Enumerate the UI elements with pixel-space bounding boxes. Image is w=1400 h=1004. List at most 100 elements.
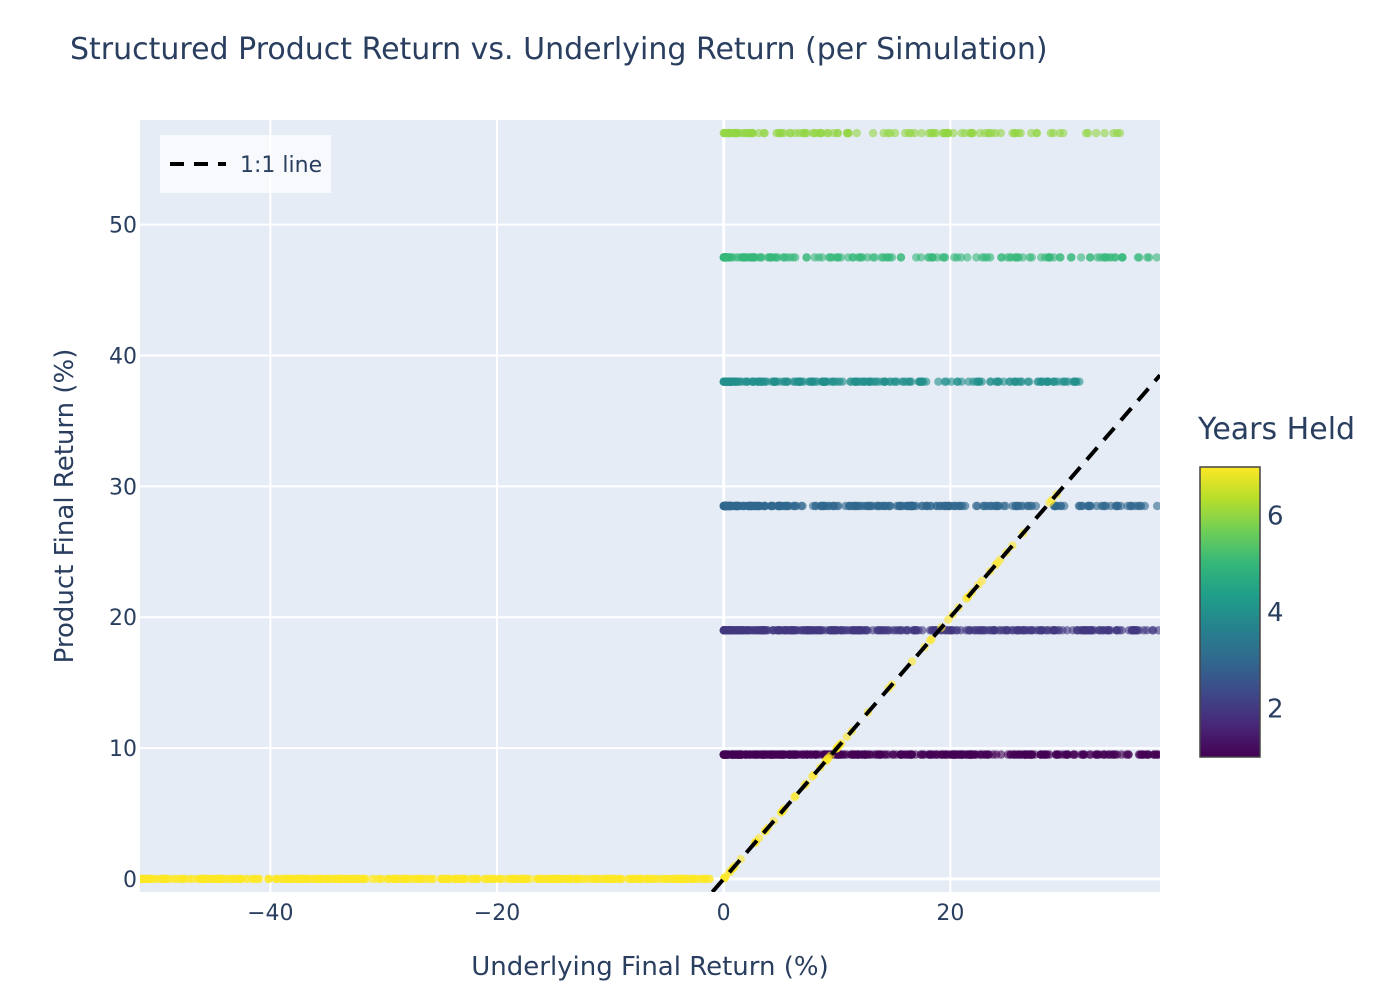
scatter-point (943, 626, 953, 635)
scatter-point (236, 874, 245, 884)
scatter-point (635, 874, 644, 884)
scatter-point (1050, 377, 1059, 386)
scatter-point (965, 128, 975, 138)
scatter-point (847, 750, 856, 759)
scatter-point (1022, 626, 1031, 635)
scatter-point (427, 874, 436, 884)
scatter-point (790, 626, 799, 635)
scatter-point (944, 615, 953, 624)
scatter-point (511, 874, 520, 884)
scatter-point (824, 128, 833, 138)
scatter-point (775, 626, 784, 635)
scatter-point (868, 377, 877, 386)
scatter-point (1045, 750, 1054, 759)
y-axis-ticks: 0 10 20 30 40 50 (109, 214, 137, 893)
scatter-point (170, 874, 180, 884)
scatter-point (264, 874, 273, 884)
scatter-point (874, 501, 884, 511)
y-tick-label: 10 (109, 737, 137, 762)
scatter-point (917, 128, 926, 138)
scatter-point (928, 253, 937, 262)
scatter-point (999, 377, 1008, 386)
scatter-point (767, 501, 776, 511)
scatter-point (673, 874, 682, 884)
legend-entry-label: 1:1 line (240, 153, 322, 178)
scatter-point (977, 576, 986, 586)
scatter-point (982, 626, 992, 635)
scatter-point (1083, 501, 1093, 511)
legend[interactable]: 1:1 line (160, 135, 331, 193)
scatter-point (1092, 501, 1102, 511)
scatter-point (954, 750, 963, 759)
scatter-point (823, 754, 833, 763)
scatter-point (1117, 626, 1126, 635)
scatter-point (439, 874, 448, 884)
scatter-point (719, 750, 729, 759)
scatter-point (993, 558, 1002, 568)
x-tick-label: −40 (247, 901, 293, 926)
scatter-point (896, 750, 905, 759)
scatter-point (1010, 750, 1020, 759)
x-axis-ticks: −40 −20 0 20 (247, 901, 964, 926)
scatter-point (876, 750, 886, 759)
scatter-point (782, 253, 791, 262)
scatter-point (748, 128, 758, 138)
scatter-point (868, 253, 878, 262)
scatter-point (810, 253, 819, 262)
scatter-point (739, 501, 748, 511)
chart-title: Structured Product Return vs. Underlying… (70, 32, 1048, 67)
scatter-point (888, 750, 897, 759)
scatter-point (496, 874, 506, 884)
scatter-point (1007, 626, 1017, 635)
scatter-point (791, 128, 800, 138)
scatter-point (721, 501, 730, 511)
scatter-point (1098, 750, 1108, 759)
scatter-point (1063, 377, 1073, 386)
scatter-point (720, 377, 729, 386)
scatter-point (856, 750, 865, 759)
scatter-point (790, 377, 800, 386)
scatter-point (292, 874, 301, 884)
scatter-point (951, 501, 960, 511)
colorbar-ticks: 2 4 6 (1267, 501, 1284, 724)
scatter-point (1124, 626, 1134, 635)
scatter-point (1126, 501, 1135, 511)
scatter-point (1031, 501, 1041, 511)
scatter-point (1081, 128, 1091, 138)
scatter-point (403, 874, 413, 884)
scatter-point (881, 501, 890, 511)
scatter-point (732, 501, 741, 511)
y-tick-label: 0 (123, 868, 137, 893)
scatter-point (1056, 253, 1065, 262)
scatter-point (972, 501, 981, 511)
scatter-point (964, 377, 973, 386)
scatter-point (944, 501, 953, 511)
scatter-point (979, 501, 989, 511)
scatter-point (972, 253, 981, 262)
scatter-point (686, 874, 695, 884)
scatter-point (1092, 128, 1101, 138)
scatter-point (555, 874, 565, 884)
x-axis-label: Underlying Final Return (%) (471, 952, 829, 982)
scatter-point (991, 377, 1001, 386)
scatter-point (934, 377, 943, 386)
scatter-point (1086, 253, 1095, 262)
scatter-point (735, 128, 744, 138)
scatter-point (164, 874, 174, 884)
y-tick-label: 20 (109, 606, 137, 631)
scatter-point (810, 128, 819, 138)
scatter-point (1016, 377, 1025, 386)
colorbar-gradient (1199, 466, 1261, 758)
scatter-point (783, 501, 792, 511)
scatter-point (645, 874, 654, 884)
scatter-point (1025, 253, 1034, 262)
scatter-point (760, 377, 770, 386)
scatter-point (658, 874, 668, 884)
scatter-point (1018, 253, 1027, 262)
scatter-point (1144, 253, 1154, 262)
scatter-point (992, 750, 1001, 759)
scatter-point (886, 128, 895, 138)
scatter-point (845, 501, 854, 511)
colorbar-tick-label: 2 (1267, 695, 1284, 725)
